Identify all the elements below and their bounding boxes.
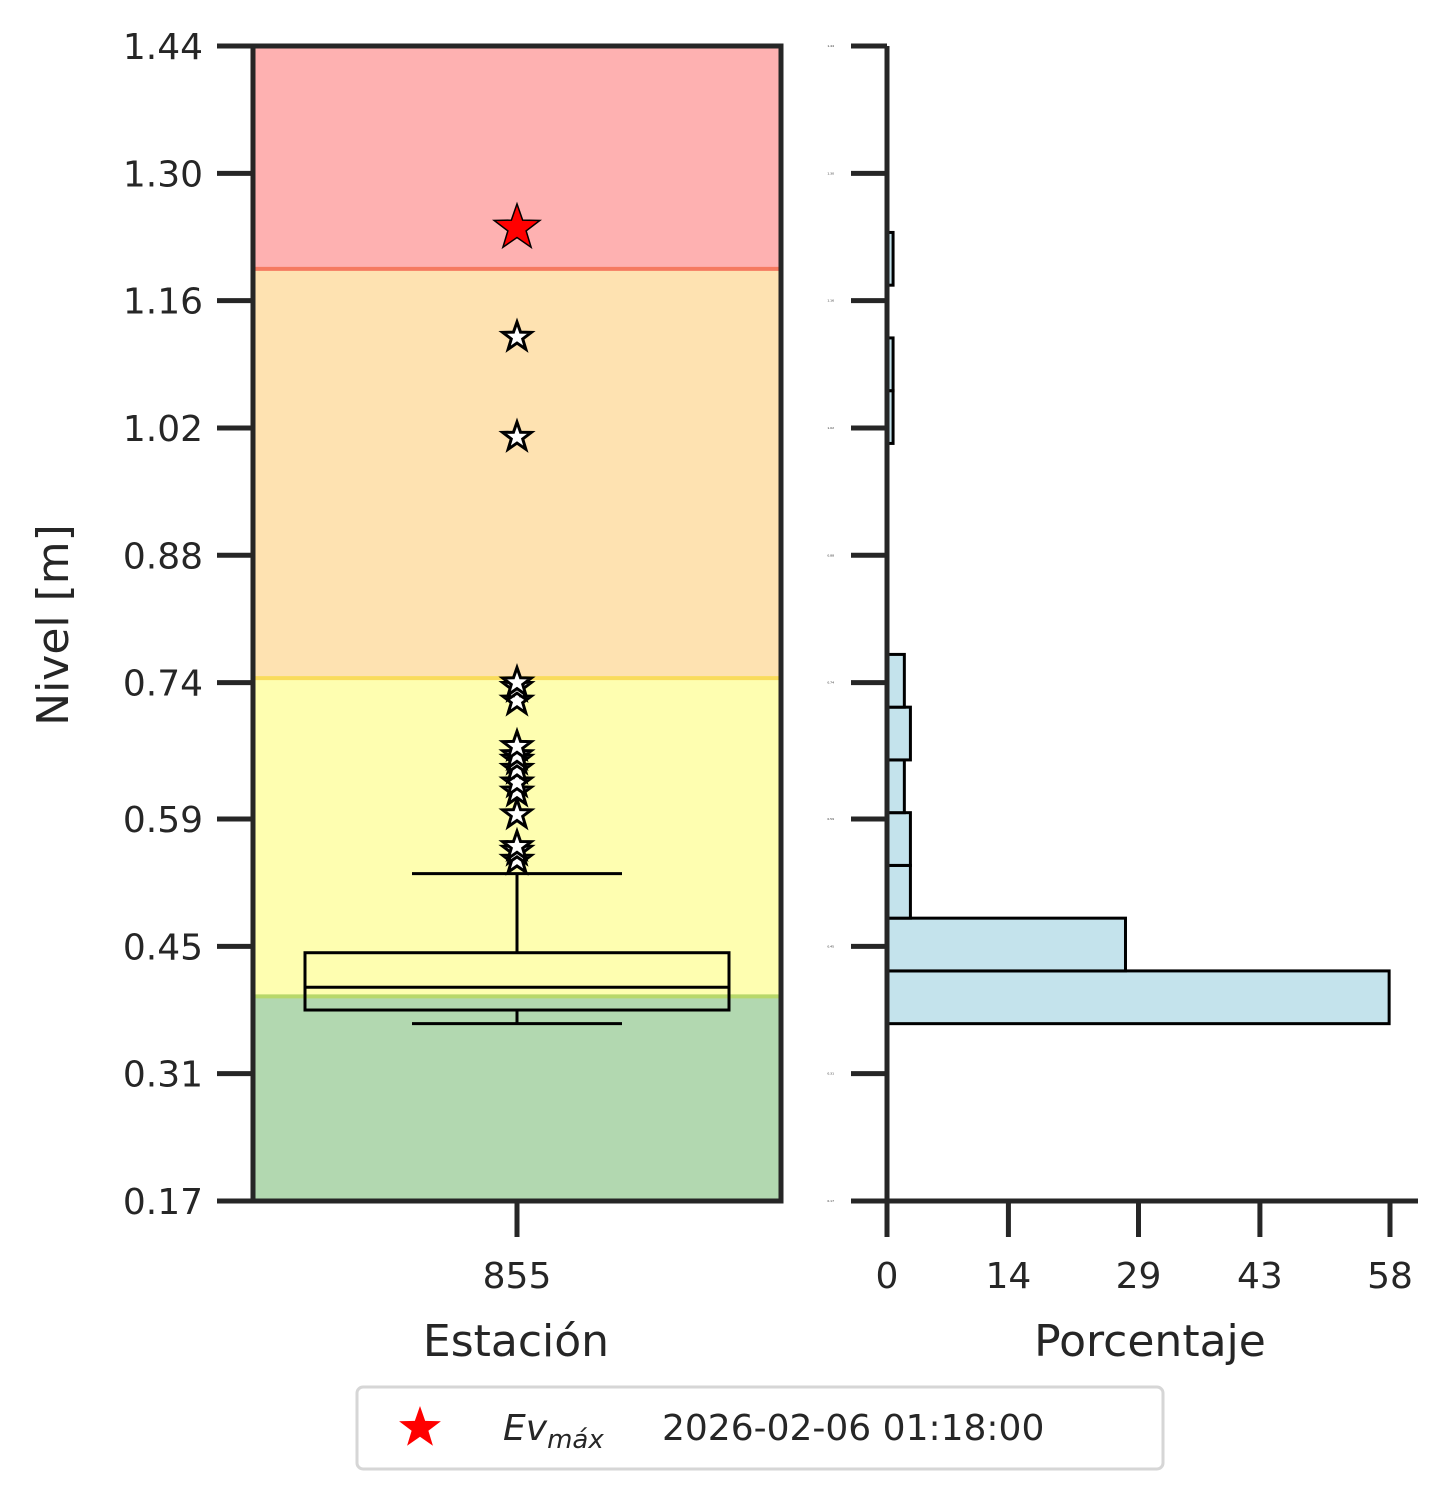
histogram-x-tick-label: 0 [876,1256,899,1297]
y-tick-label: 0.59 [123,800,203,841]
legend-label: Evmáx [503,1408,604,1455]
histogram-x-axis-title: Porcentaje [1034,1316,1266,1367]
histogram-bar [885,652,906,709]
box-plot-panel: 0.17 0.31 0.45 0.59 0.74 0.88 1.02 1.16 1.30 1.44… [28,27,784,1367]
max-event-point [491,201,543,250]
max-event-marker [491,201,543,250]
histogram-x-ticks: 0 14 29 43 58 [876,1201,1413,1297]
y-tick-label: 0.45 [123,927,203,968]
legend-label-sub: máx [547,1425,604,1455]
histogram-y-tick-label: 1.02 [827,426,834,430]
y-axis-title: Nivel [m] [28,524,79,726]
histogram-y-tick-label: 0.17 [827,1199,834,1203]
legend: Evmáx 2026-02-06 01:18:00 [355,1385,1165,1471]
outlier-point [498,663,536,699]
outlier-point [498,726,536,763]
histogram-x-tick-label: 43 [1237,1256,1283,1297]
histogram-bars [885,230,1391,1026]
legend-label-main: Ev [503,1408,548,1449]
legend-frame [355,1385,1165,1471]
x-axis-ticks: 855 [483,1201,552,1297]
y-tick-label: 0.88 [123,536,203,577]
outlier-point [498,763,536,799]
histogram-y-tick-label: 0.45 [827,944,834,948]
outlier-markers [498,317,536,876]
histogram-bar [885,969,1391,1026]
y-tick-label: 1.16 [123,282,203,323]
histogram-y-tick-label: 1.44 [827,44,834,48]
outlier-point [498,317,536,353]
histogram-bar [885,863,912,920]
histogram-bar [885,916,1127,973]
histogram-y-tick-label: 0.31 [827,1072,834,1076]
y-axis-ticks: 0.17 0.31 0.45 0.59 0.74 0.88 1.02 1.16 1.30 1.44 [123,27,253,1223]
histogram-x-tick-label: 29 [1116,1256,1162,1297]
y-tick-label: 0.31 [123,1055,203,1096]
histogram-y-tick-label: 0.88 [827,553,834,557]
legend-star-icon [399,1406,441,1446]
histogram-bar [885,811,912,867]
histogram-bar [885,758,906,815]
legend-datetime: 2026-02-06 01:18:00 [662,1408,1044,1449]
y-tick-label: 1.30 [123,154,203,195]
histogram-y-ticks: 0.17 0.31 0.45 0.59 0.74 0.88 1.02 1.16 1.30 1.44 [827,43,887,1204]
y-tick-label: 1.02 [123,409,203,450]
histogram-y-tick-label: 1.16 [827,299,834,303]
x-tick-label: 855 [483,1256,552,1297]
y-tick-label: 0.17 [123,1182,203,1223]
histogram-y-tick-label: 0.59 [827,817,834,821]
histogram-bar [885,705,912,762]
y-tick-label: 1.44 [123,27,203,68]
box-iqr [303,951,731,1012]
outlier-point [498,826,536,863]
histogram-x-tick-label: 58 [1367,1256,1413,1297]
x-axis-title: Estación [423,1316,609,1367]
histogram-y-tick-label: 1.30 [827,171,834,175]
y-tick-label: 0.74 [123,664,203,705]
box-plot [303,872,731,1026]
histogram-x-tick-label: 14 [986,1256,1032,1297]
outlier-point [498,794,536,831]
level-band [253,996,781,1201]
histogram-y-tick-label: 0.74 [827,681,834,685]
outlier-point [498,417,536,453]
histogram-panel: 0.17 0.31 0.45 0.59 0.74 0.88 1.02 1.16 1.30 1.44… [827,43,1418,1367]
